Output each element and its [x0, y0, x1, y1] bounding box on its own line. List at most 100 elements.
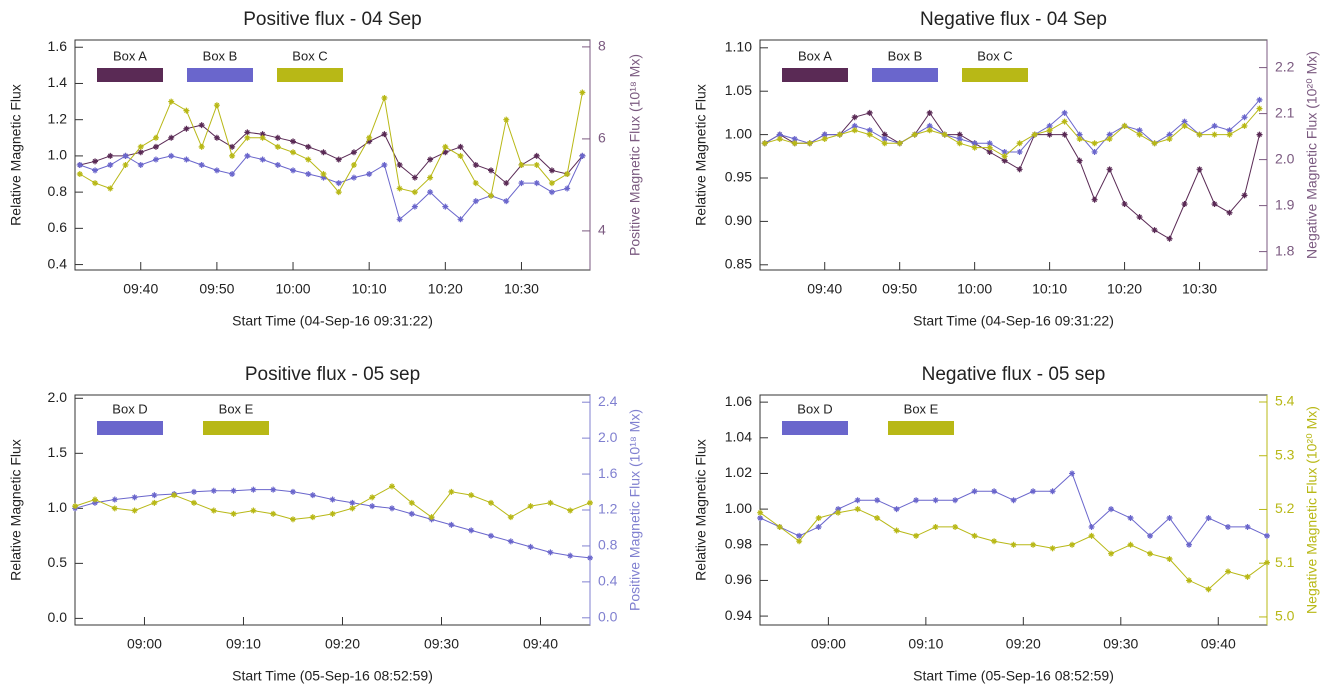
series-line: [764, 108, 1260, 157]
point-marker: [250, 507, 257, 514]
legend-label: Box C: [292, 48, 327, 63]
point-marker: [932, 497, 939, 504]
x-tick-label: 09:00: [811, 636, 846, 652]
legend-swatch: [97, 68, 163, 82]
point-marker: [926, 122, 933, 129]
point-marker: [270, 510, 277, 517]
point-marker: [1108, 506, 1115, 513]
point-marker: [472, 198, 479, 205]
point-marker: [349, 499, 356, 506]
point-marker: [305, 171, 312, 178]
point-marker: [911, 131, 918, 138]
point-marker: [1166, 556, 1173, 563]
point-marker: [335, 189, 342, 196]
x-tick-label: 09:40: [523, 636, 558, 652]
point-marker: [171, 492, 178, 499]
point-marker: [1061, 131, 1068, 138]
point-marker: [854, 506, 861, 513]
y2-tick-label: 0.0: [598, 609, 618, 625]
point-marker: [213, 134, 220, 141]
point-marker: [926, 127, 933, 134]
point-marker: [210, 507, 217, 514]
y2-tick-label: 5.0: [1275, 608, 1295, 624]
point-marker: [369, 503, 376, 510]
y-tick-label: 1.4: [48, 74, 68, 90]
point-marker: [183, 125, 190, 132]
y-tick-label: 2.0: [48, 389, 68, 405]
y2-tick-label: 6: [598, 130, 606, 146]
point-marker: [137, 161, 144, 168]
point-marker: [448, 521, 455, 528]
point-marker: [259, 134, 266, 141]
point-marker: [350, 161, 357, 168]
point-marker: [309, 514, 316, 521]
y-tick-label: 0.96: [725, 571, 752, 587]
legend-swatch: [97, 421, 163, 435]
point-marker: [72, 503, 79, 510]
point-marker: [350, 174, 357, 181]
y2-tick-label: 1.6: [598, 465, 618, 481]
point-marker: [567, 552, 574, 559]
point-marker: [533, 152, 540, 159]
y-axis-label: Relative Magnetic Flux: [8, 439, 24, 581]
point-marker: [1001, 157, 1008, 164]
point-marker: [1241, 122, 1248, 129]
point-marker: [1016, 148, 1023, 155]
point-marker: [791, 135, 798, 142]
point-marker: [213, 102, 220, 109]
panel-title: Positive flux - 04 Sep: [243, 9, 421, 30]
point-marker: [408, 499, 415, 506]
legend-label: Box D: [112, 401, 147, 416]
point-marker: [527, 543, 534, 550]
point-marker: [776, 135, 783, 142]
point-marker: [547, 499, 554, 506]
y2-axis-label: Negative Magnetic Flux (10²⁰ Mx): [1304, 51, 1320, 259]
y2-tick-label: 0.8: [598, 537, 618, 553]
point-marker: [168, 98, 175, 105]
point-marker: [1106, 166, 1113, 173]
point-marker: [866, 127, 873, 134]
point-marker: [198, 161, 205, 168]
y-tick-label: 0.90: [725, 212, 752, 228]
point-marker: [1181, 122, 1188, 129]
legend-swatch: [872, 68, 938, 82]
point-marker: [111, 505, 118, 512]
x-tick-label: 10:20: [1107, 281, 1142, 297]
point-marker: [396, 185, 403, 192]
point-marker: [567, 507, 574, 514]
x-tick-label: 09:10: [226, 636, 261, 652]
point-marker: [1016, 166, 1023, 173]
legend-swatch: [888, 421, 954, 435]
point-marker: [320, 174, 327, 181]
point-marker: [587, 499, 593, 506]
point-marker: [457, 216, 464, 223]
point-marker: [1211, 201, 1218, 208]
point-marker: [329, 496, 336, 503]
point-marker: [1010, 497, 1017, 504]
point-marker: [932, 523, 939, 530]
point-marker: [488, 192, 495, 199]
point-marker: [137, 143, 144, 150]
point-marker: [851, 114, 858, 121]
x-tick-label: 09:40: [807, 281, 842, 297]
point-marker: [776, 523, 783, 530]
point-marker: [457, 143, 464, 150]
y-tick-label: 0.8: [48, 183, 68, 199]
point-marker: [1205, 515, 1212, 522]
y2-axis-label: Positive Magnetic Flux (10¹⁸ Mx): [627, 409, 643, 611]
y-axis-label: Relative Magnetic Flux: [693, 439, 709, 581]
point-marker: [913, 532, 920, 539]
point-marker: [503, 198, 510, 205]
point-marker: [533, 180, 540, 187]
x-tick-label: 09:40: [1201, 636, 1236, 652]
point-marker: [836, 131, 843, 138]
point-marker: [835, 509, 842, 516]
point-marker: [411, 203, 418, 210]
point-marker: [1264, 532, 1270, 539]
point-marker: [411, 174, 418, 181]
point-marker: [874, 497, 881, 504]
point-marker: [1244, 573, 1251, 580]
point-marker: [213, 167, 220, 174]
y-tick-label: 0.95: [725, 169, 752, 185]
point-marker: [1049, 545, 1056, 552]
